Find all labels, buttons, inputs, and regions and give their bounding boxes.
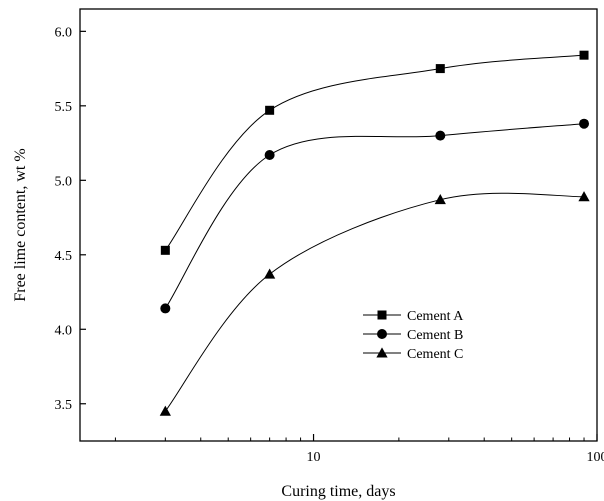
legend-marker-triangle	[376, 347, 388, 358]
legend-label: Cement B	[407, 328, 463, 343]
series-layer	[159, 50, 590, 416]
y-tick-label: 4.0	[55, 323, 73, 338]
data-point-circle	[435, 130, 446, 141]
x-tick-label: 100	[587, 450, 604, 465]
y-tick-label: 6.0	[55, 25, 73, 40]
data-point-square	[160, 245, 170, 255]
series-line	[164, 192, 585, 412]
y-tick-label: 3.5	[55, 398, 73, 413]
series-cement-c	[159, 191, 590, 416]
plot-frame	[79, 8, 598, 442]
data-point-triangle	[264, 268, 276, 279]
data-point-circle	[579, 118, 590, 129]
y-tick-label: 5.5	[55, 100, 73, 115]
x-tick-label: 10	[307, 450, 321, 465]
series-line	[164, 54, 585, 251]
legend: Cement A Cement B Cement C	[363, 309, 464, 362]
data-point-square	[435, 64, 445, 74]
x-axis-title: Curing time, days	[281, 483, 395, 500]
legend-label: Cement C	[407, 347, 463, 362]
legend-item: Cement A	[363, 309, 464, 324]
series-cement-b	[160, 118, 590, 314]
series-line	[164, 123, 585, 309]
y-axis-title: Free lime content, wt %	[12, 148, 29, 301]
data-point-triangle	[159, 405, 171, 416]
series-cement-a	[160, 50, 589, 255]
data-point-triangle	[434, 194, 446, 205]
data-point-circle	[264, 149, 275, 160]
legend-marker-circle	[377, 329, 387, 339]
legend-label: Cement A	[407, 309, 464, 324]
data-point-square	[579, 50, 589, 60]
legend-item: Cement C	[363, 347, 463, 362]
y-tick-label: 4.5	[55, 249, 73, 264]
data-point-square	[265, 105, 275, 115]
y-tick-label: 5.0	[55, 174, 73, 189]
data-point-circle	[160, 303, 171, 314]
legend-item: Cement B	[363, 328, 463, 343]
plot-axes: 3.5 4.0 4.5 5.0 5.5 6.0 10 100	[55, 8, 604, 465]
legend-marker-square	[377, 310, 387, 320]
data-point-triangle	[578, 191, 590, 202]
